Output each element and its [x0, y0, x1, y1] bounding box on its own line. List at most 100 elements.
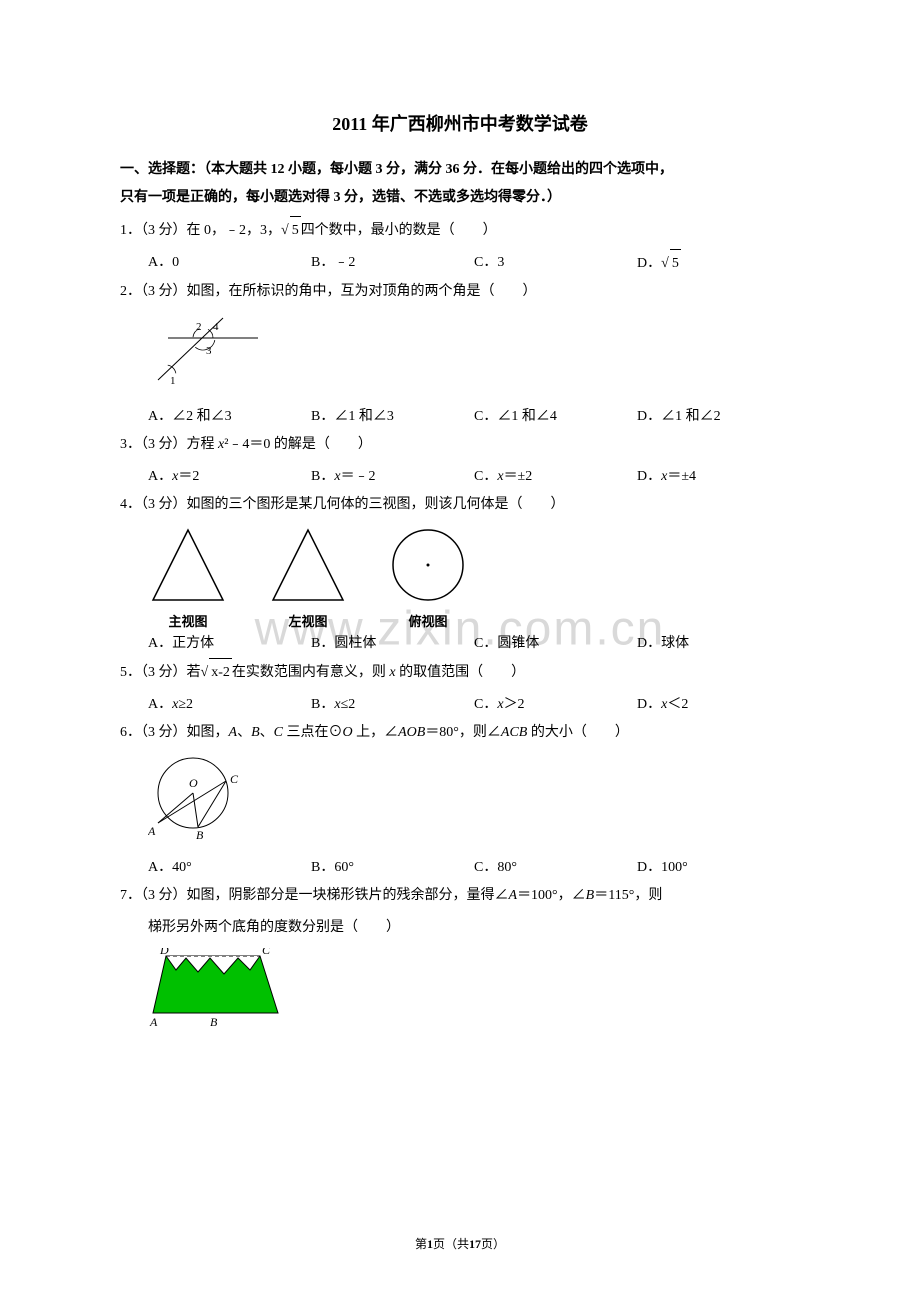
page-footer: 第1页（共17页） — [0, 1235, 920, 1252]
q5-opt-d: D．x＜2 — [637, 691, 800, 719]
question-4: 4．（3 分）如图的三个图形是某几何体的三视图，则该几何体是（ ） — [120, 491, 800, 519]
q2-opt-d: D．∠1 和∠2 — [637, 403, 800, 431]
footer-b: 页（共 — [433, 1237, 469, 1251]
q5-d-pre: D． — [637, 697, 661, 712]
svg-text:2: 2 — [196, 321, 202, 333]
q3-b-post: ＝﹣2 — [341, 469, 376, 484]
q6-opt-c: C．80° — [474, 854, 637, 882]
q1-d-sqrt: 5 — [670, 249, 681, 278]
q3-b: ²﹣4＝0 的解是（ ） — [224, 437, 372, 452]
q6-c: 上，∠ — [353, 725, 399, 740]
q2-options: A．∠2 和∠3 B．∠1 和∠3 C．∠1 和∠4 D．∠1 和∠2 — [148, 403, 800, 431]
q5-opt-c: C．x＞2 — [474, 691, 637, 719]
q3-d-pre: D． — [637, 469, 661, 484]
section-line1: 一、选择题：（本大题共 12 小题，每小题 3 分，满分 36 分．在每小题给出… — [120, 162, 673, 177]
q4-opt-d: D．球体 — [637, 630, 800, 658]
q6-s1: 、 — [237, 725, 251, 740]
q6-opt-a: A．40° — [148, 854, 311, 882]
q1-radical-icon — [281, 223, 289, 238]
q3-b-pre: B． — [311, 469, 334, 484]
q3-opt-a: A．x＝2 — [148, 463, 311, 491]
q6-i6: ACB — [501, 725, 527, 740]
page-title: 2011 年广西柳州市中考数学试卷 — [120, 110, 800, 136]
q7-figure: DCAB — [148, 948, 800, 1035]
q7-i1: A — [509, 888, 518, 903]
q4-circle — [388, 525, 468, 605]
q7-b: ＝100°，∠ — [517, 888, 586, 903]
section-header: 一、选择题：（本大题共 12 小题，每小题 3 分，满分 36 分．在每小题给出… — [120, 156, 800, 212]
q3-opt-b: B．x＝﹣2 — [311, 463, 474, 491]
q5-a-pre: A． — [148, 697, 172, 712]
q2-opt-a: A．∠2 和∠3 — [148, 403, 311, 431]
q5-d-post: ＜2 — [667, 697, 688, 712]
q2-svg: 2431 — [148, 312, 268, 392]
svg-text:C: C — [230, 772, 239, 786]
q3-d-post: ＝±4 — [667, 469, 696, 484]
q3-opt-c: C．x＝±2 — [474, 463, 637, 491]
q6-i5: AOB — [398, 725, 425, 740]
q4-label-left: 左视图 — [268, 611, 348, 630]
q3-c-pre: C． — [474, 469, 497, 484]
q4-options: A．正方体 B．圆柱体 C．圆锥体 D．球体 — [148, 630, 800, 658]
q2-opt-c: C．∠1 和∠4 — [474, 403, 637, 431]
svg-text:D: D — [159, 948, 169, 957]
question-2: 2．（3 分）如图，在所标识的角中，互为对顶角的两个角是（ ） — [120, 278, 800, 306]
q7-a: 7．（3 分）如图，阴影部分是一块梯形铁片的残余部分，量得∠ — [120, 888, 509, 903]
section-line2: 只有一项是正确的，每小题选对得 3 分，选错、不选或多选均得零分．） — [120, 190, 561, 205]
q7-c: ＝115°，则 — [594, 888, 662, 903]
q5-c: 的取值范围（ ） — [396, 665, 526, 680]
q4-figure — [148, 525, 800, 605]
q2-figure: 2431 — [148, 312, 800, 397]
q6-svg: ABCO — [148, 753, 248, 843]
q1-opt-d: D． 5 — [637, 249, 800, 278]
q5-b-pre: B． — [311, 697, 334, 712]
svg-text:B: B — [210, 1015, 218, 1029]
q7-i2: B — [586, 888, 595, 903]
question-6: 6．（3 分）如图，A、B、C 三点在⊙O 上，∠AOB＝80°，则∠ACB 的… — [120, 719, 800, 747]
svg-text:A: A — [149, 1015, 158, 1029]
q5-a-post: ≥2 — [178, 697, 193, 712]
q4-tri2 — [268, 525, 348, 605]
q5-b: 在实数范围内有意义，则 — [232, 665, 390, 680]
q1-opt-a: A．0 — [148, 249, 311, 278]
q6-i3: C — [274, 725, 283, 740]
q3-c-post: ＝±2 — [504, 469, 533, 484]
q3-a-pre: A． — [148, 469, 172, 484]
q1-opt-b: B．﹣2 — [311, 249, 474, 278]
q1-stem-suffix: 四个数中，最小的数是（ ） — [301, 223, 497, 238]
q4-opt-b: B．圆柱体 — [311, 630, 474, 658]
q1-opt-c: C．3 — [474, 249, 637, 278]
q1-options: A．0 B．﹣2 C．3 D． 5 — [148, 249, 800, 278]
q5-opt-a: A．x≥2 — [148, 691, 311, 719]
question-5: 5．（3 分）若x-2在实数范围内有意义，则 x 的取值范围（ ） — [120, 658, 800, 687]
q6-d: ＝80°，则∠ — [425, 725, 501, 740]
q5-options: A．x≥2 B．x≤2 C．x＞2 D．x＜2 — [148, 691, 800, 719]
footer-a: 第 — [415, 1237, 427, 1251]
footer-c: 页） — [481, 1237, 505, 1251]
q3-opt-d: D．x＝±4 — [637, 463, 800, 491]
q5-opt-b: B．x≤2 — [311, 691, 474, 719]
q1-sqrt: 5 — [290, 216, 301, 245]
q5-sqrt: x-2 — [209, 658, 232, 687]
svg-text:A: A — [148, 824, 156, 838]
q1-d-radical-icon — [661, 256, 669, 271]
q1-stem-prefix: 1．（3 分）在 0，﹣2，3， — [120, 223, 281, 238]
q4-label-top: 俯视图 — [388, 611, 468, 630]
q5-c-post: ＞2 — [504, 697, 525, 712]
q3-a: 3．（3 分）方程 — [120, 437, 218, 452]
q6-a: 6．（3 分）如图， — [120, 725, 229, 740]
q5-b-post: ≤2 — [341, 697, 356, 712]
q6-i2: B — [251, 725, 260, 740]
q1-d-pre: D． — [637, 256, 661, 271]
footer-total: 17 — [469, 1237, 481, 1251]
q6-s2: 、 — [260, 725, 274, 740]
q3-a-post: ＝2 — [178, 469, 199, 484]
svg-text:3: 3 — [206, 345, 212, 357]
svg-text:B: B — [196, 828, 204, 842]
q6-i1: A — [229, 725, 238, 740]
q4-opt-a: A．正方体 — [148, 630, 311, 658]
q5-radical-icon — [201, 665, 209, 680]
q4-tri1 — [148, 525, 228, 605]
svg-text:1: 1 — [170, 375, 176, 387]
q4-label-main: 主视图 — [148, 611, 228, 630]
